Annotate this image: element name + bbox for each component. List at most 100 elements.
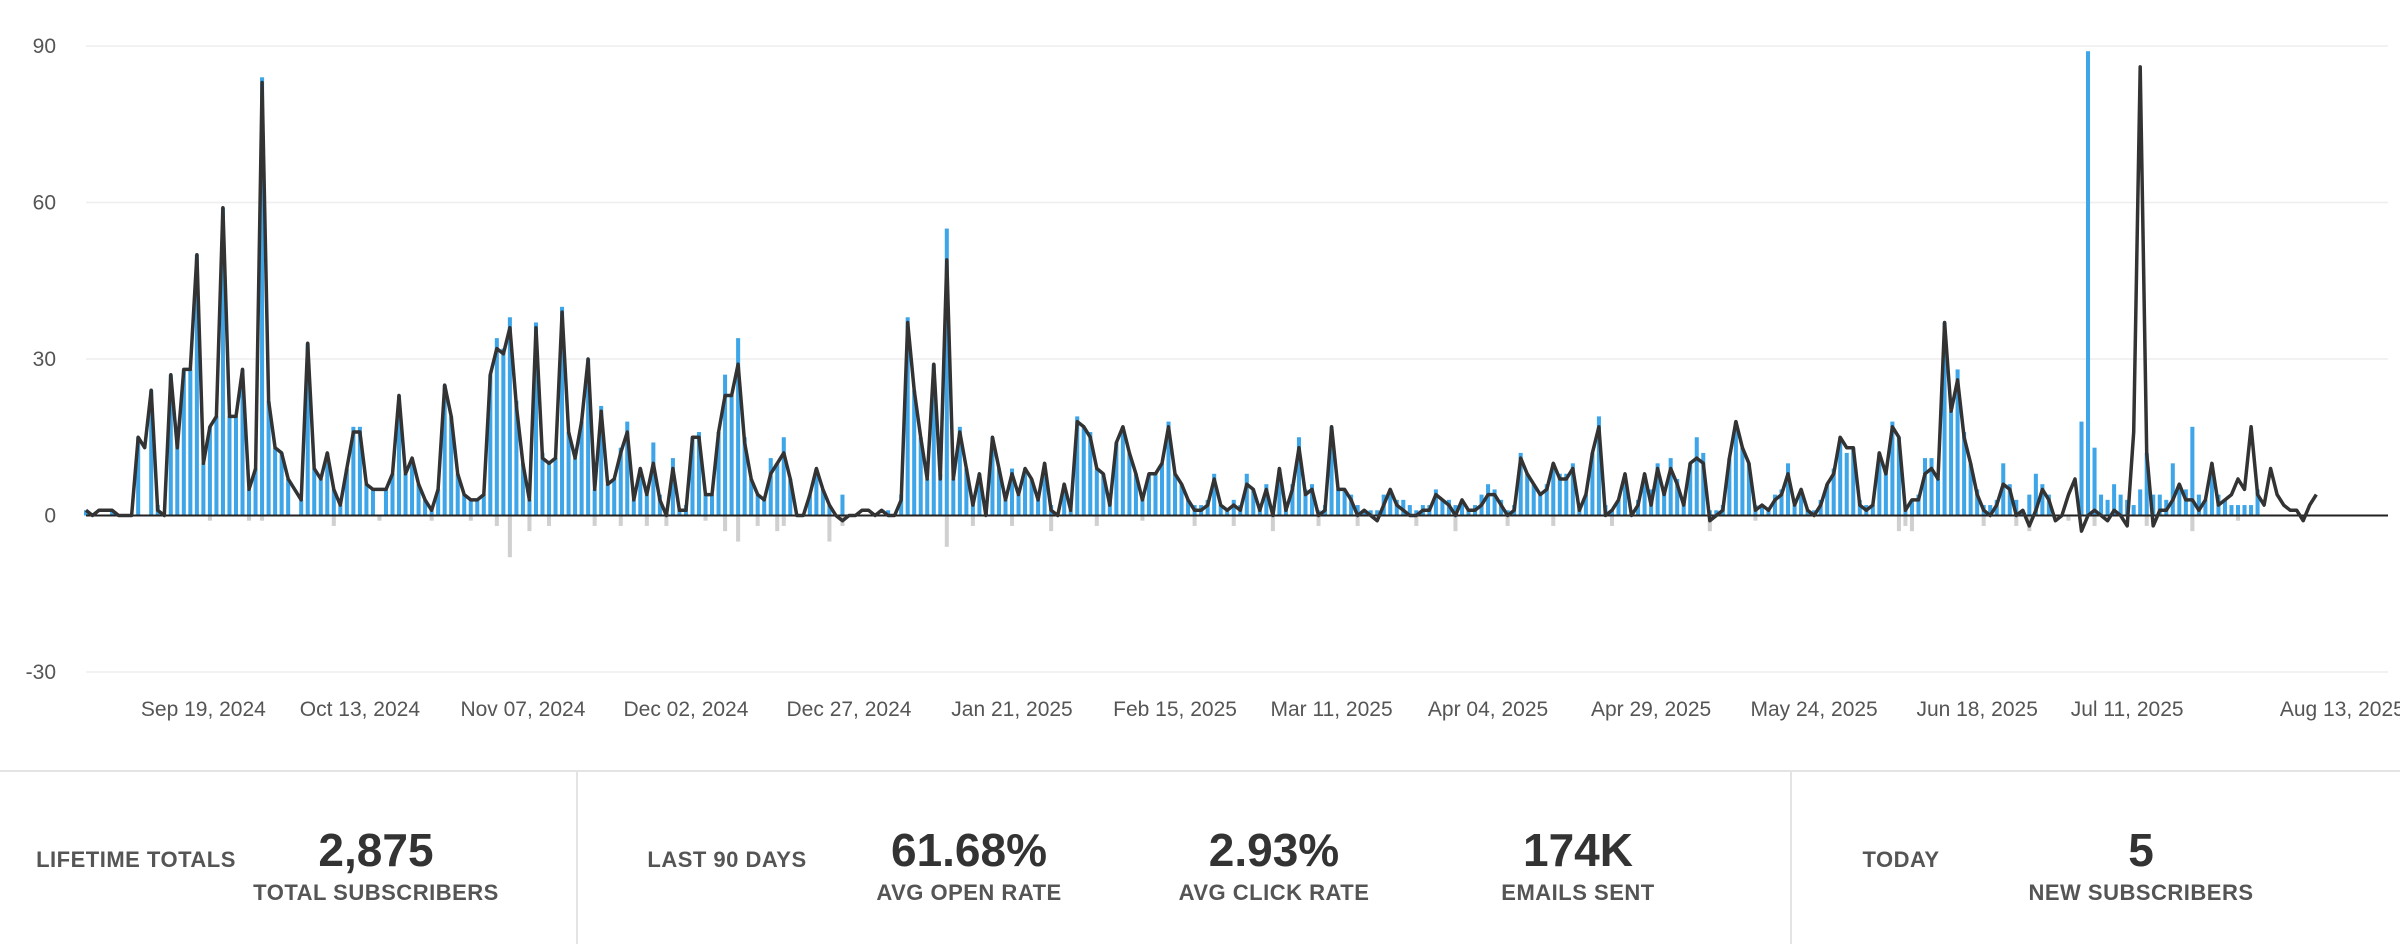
- subscribe-bar: [1825, 484, 1830, 516]
- subscribe-bar: [1955, 369, 1960, 516]
- lifetime-totals-label: LIFETIME TOTALS: [36, 847, 236, 872]
- subscribe-bar: [938, 473, 943, 516]
- subscribe-bar: [1453, 505, 1458, 516]
- subscribe-bar: [1296, 437, 1301, 516]
- subscribe-bar: [1551, 463, 1556, 516]
- subscribe-bar: [442, 385, 447, 516]
- subscribe-bar: [1349, 494, 1354, 516]
- subscribe-bar: [1009, 468, 1015, 516]
- subscribe-bar: [807, 494, 812, 516]
- stats-bar: LIFETIME TOTALS 2,875 TOTAL SUBSCRIBERS …: [0, 770, 2400, 944]
- subscribe-bar: [1133, 473, 1138, 516]
- unsubscribe-bar: [592, 515, 597, 526]
- subscribe-bar: [931, 364, 936, 516]
- subscribe-bar: [455, 473, 460, 516]
- total-subscribers-value: 2,875: [318, 824, 434, 876]
- subscribe-bar: [592, 489, 597, 516]
- subscribe-bar: [1525, 473, 1530, 516]
- subscribe-bar: [1590, 452, 1595, 516]
- unsubscribe-bar: [1009, 515, 1015, 526]
- subscribe-bar: [305, 343, 310, 516]
- today-label: TODAY: [1862, 847, 1940, 872]
- subscribe-bar: [507, 317, 512, 516]
- subscribe-bar: [194, 254, 199, 516]
- subscribe-bar: [651, 442, 656, 516]
- subscribe-bar: [1746, 463, 1751, 516]
- subscribe-bar: [918, 437, 923, 516]
- subscribe-bar: [788, 478, 793, 516]
- unsubscribe-bar: [755, 515, 760, 526]
- subscribe-bar: [338, 505, 343, 516]
- subscribe-bar: [149, 390, 154, 516]
- subscribe-bar: [1212, 473, 1217, 516]
- subscribe-bar: [247, 489, 252, 516]
- unsubscribe-bar: [644, 515, 649, 526]
- subscribe-bar: [1740, 447, 1745, 516]
- unsubscribe-bars: [207, 515, 2241, 558]
- subscribe-bar: [1466, 510, 1471, 516]
- x-tick-label: Sep 19, 2024: [141, 698, 266, 721]
- subscribe-bar: [494, 338, 499, 516]
- subscribe-bar: [331, 489, 336, 516]
- subscribe-bar: [775, 463, 780, 516]
- avg-open-rate-stat: 61.68% AVG OPEN RATE: [876, 824, 1061, 906]
- subscribe-bar: [612, 478, 617, 516]
- subscribe-bar: [1277, 468, 1282, 516]
- subscribe-bar: [1701, 452, 1706, 516]
- subscribe-bar: [2209, 463, 2214, 516]
- subscribe-bar: [1094, 468, 1099, 516]
- subscribe-bar: [188, 369, 193, 516]
- subscribe-bar: [2027, 494, 2032, 516]
- subscribe-bar: [2007, 484, 2012, 516]
- subscribe-bar: [573, 458, 578, 516]
- subscribe-bar: [1401, 499, 1406, 516]
- new-subscribers-value: 5: [2128, 824, 2154, 876]
- subscribe-bar: [1518, 452, 1523, 516]
- subscribe-bar: [1962, 432, 1967, 516]
- subscribe-bar: [540, 452, 545, 516]
- subscribe-bar: [1355, 505, 1360, 516]
- subscribe-bar: [2014, 499, 2019, 516]
- subscribe-bar: [1883, 468, 1888, 516]
- last-90-days-label: LAST 90 DAYS: [647, 847, 807, 872]
- unsubscribe-bar: [2066, 515, 2071, 521]
- subscribe-bar: [501, 348, 506, 516]
- subscribe-bar: [110, 510, 115, 516]
- subscribe-bar: [1727, 458, 1732, 516]
- subscribe-bar: [586, 359, 591, 516]
- subscribe-bar: [396, 395, 402, 516]
- subscribe-bar: [364, 484, 369, 516]
- stats-divider-1: [576, 772, 578, 944]
- subscribe-bar: [905, 317, 910, 516]
- y-tick-label: -30: [26, 661, 56, 684]
- subscribe-bar: [2079, 421, 2084, 516]
- subscribe-bar: [279, 452, 284, 516]
- unsubscribe-bar: [1981, 515, 1986, 526]
- net-change-line: [84, 65, 2318, 533]
- subscribe-bar: [136, 437, 141, 516]
- subscribe-bar: [1838, 437, 1843, 516]
- subscribe-bar: [2112, 484, 2117, 516]
- x-tick-label: Jan 21, 2025: [951, 698, 1072, 721]
- subscribe-bar: [1159, 463, 1165, 516]
- subscribe-bar: [2151, 494, 2156, 516]
- x-tick-label: Dec 02, 2024: [623, 698, 748, 721]
- subscribe-bar: [1916, 494, 1921, 516]
- y-tick-label: 60: [33, 192, 56, 215]
- subscribe-bar: [1329, 426, 1334, 516]
- subscribe-bar: [1264, 484, 1269, 516]
- subscribe-bar: [899, 494, 904, 516]
- subscribe-bar: [1042, 463, 1047, 516]
- subscribe-bar: [1570, 463, 1575, 516]
- subscribe-bar: [1851, 447, 1856, 516]
- subscribe-bar: [1016, 494, 1021, 516]
- unsubscribe-bar: [775, 515, 780, 532]
- subscribe-bar: [1936, 478, 1941, 516]
- subscribe-bar: [344, 468, 349, 516]
- subscribe-bar: [579, 421, 584, 516]
- subscribe-bar: [1681, 499, 1686, 516]
- subscribe-bar: [1153, 473, 1158, 516]
- unsubscribe-bar: [2092, 515, 2097, 526]
- subscribe-bar: [768, 458, 773, 516]
- subscribe-bar: [1114, 442, 1119, 516]
